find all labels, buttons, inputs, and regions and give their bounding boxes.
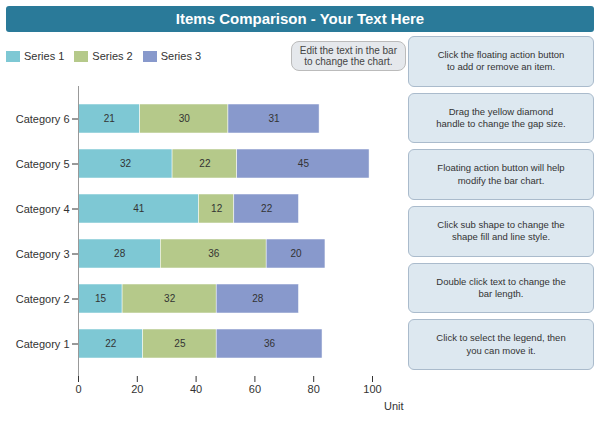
svg-text:21: 21 xyxy=(104,113,116,124)
svg-text:36: 36 xyxy=(264,338,276,349)
html-text:Drag the yellow diamond handle: Drag the yellow diamond handle to change… xyxy=(436,105,566,129)
html-text:Items Comparison - Your Text H: Items Comparison - Your Text Here xyxy=(175,10,425,27)
svg-text:Category 4: Category 4 xyxy=(16,203,70,215)
svg-text:12: 12 xyxy=(211,203,223,214)
svg-text:36: 36 xyxy=(208,248,220,259)
svg-text:32: 32 xyxy=(164,293,176,304)
svg-text:Category 1: Category 1 xyxy=(16,338,70,350)
html-text:Double click text to change th: Double click text to change the bar leng… xyxy=(436,275,566,300)
svg-text:Category 3: Category 3 xyxy=(16,248,70,260)
svg-text:Category 5: Category 5 xyxy=(16,158,70,170)
svg-text:60: 60 xyxy=(249,383,261,395)
svg-text:15: 15 xyxy=(95,293,107,304)
svg-text:32: 32 xyxy=(120,158,132,169)
svg-text:Unit: Unit xyxy=(384,400,404,412)
svg-text:45: 45 xyxy=(298,158,310,169)
svg-text:0: 0 xyxy=(75,383,81,395)
html-text:Edit the text in the bar to ch: Edit the text in the bar to change the c… xyxy=(299,45,397,67)
html-text:Series 2: Series 2 xyxy=(92,49,133,62)
svg-text:22: 22 xyxy=(105,338,117,349)
svg-text:Category 6: Category 6 xyxy=(16,113,70,125)
svg-text:31: 31 xyxy=(268,113,280,124)
html-text:Series 3: Series 3 xyxy=(160,49,202,62)
svg-text:25: 25 xyxy=(174,338,186,349)
svg-text:20: 20 xyxy=(131,383,143,395)
html-text:Click the floating action butt: Click the floating action button to add … xyxy=(437,49,565,73)
html-text:Floating action button will he: Floating action button will help modify … xyxy=(437,162,565,186)
svg-text:100: 100 xyxy=(363,383,381,395)
svg-text:41: 41 xyxy=(133,203,145,214)
svg-text:28: 28 xyxy=(114,248,126,259)
svg-text:Category 2: Category 2 xyxy=(16,293,70,305)
html-text:Click sub shape to change the: Click sub shape to change the shape fill… xyxy=(437,219,565,243)
svg-text:28: 28 xyxy=(252,293,264,304)
svg-text:22: 22 xyxy=(261,203,273,214)
svg-text:22: 22 xyxy=(199,158,211,169)
svg-text:40: 40 xyxy=(190,383,202,395)
html-text:Click to select the legend, th: Click to select the legend, then you can… xyxy=(436,332,566,356)
html-text:Series 1: Series 1 xyxy=(24,49,65,62)
svg-text:20: 20 xyxy=(290,248,302,259)
svg-text:80: 80 xyxy=(308,383,320,395)
svg-text:30: 30 xyxy=(179,113,191,124)
